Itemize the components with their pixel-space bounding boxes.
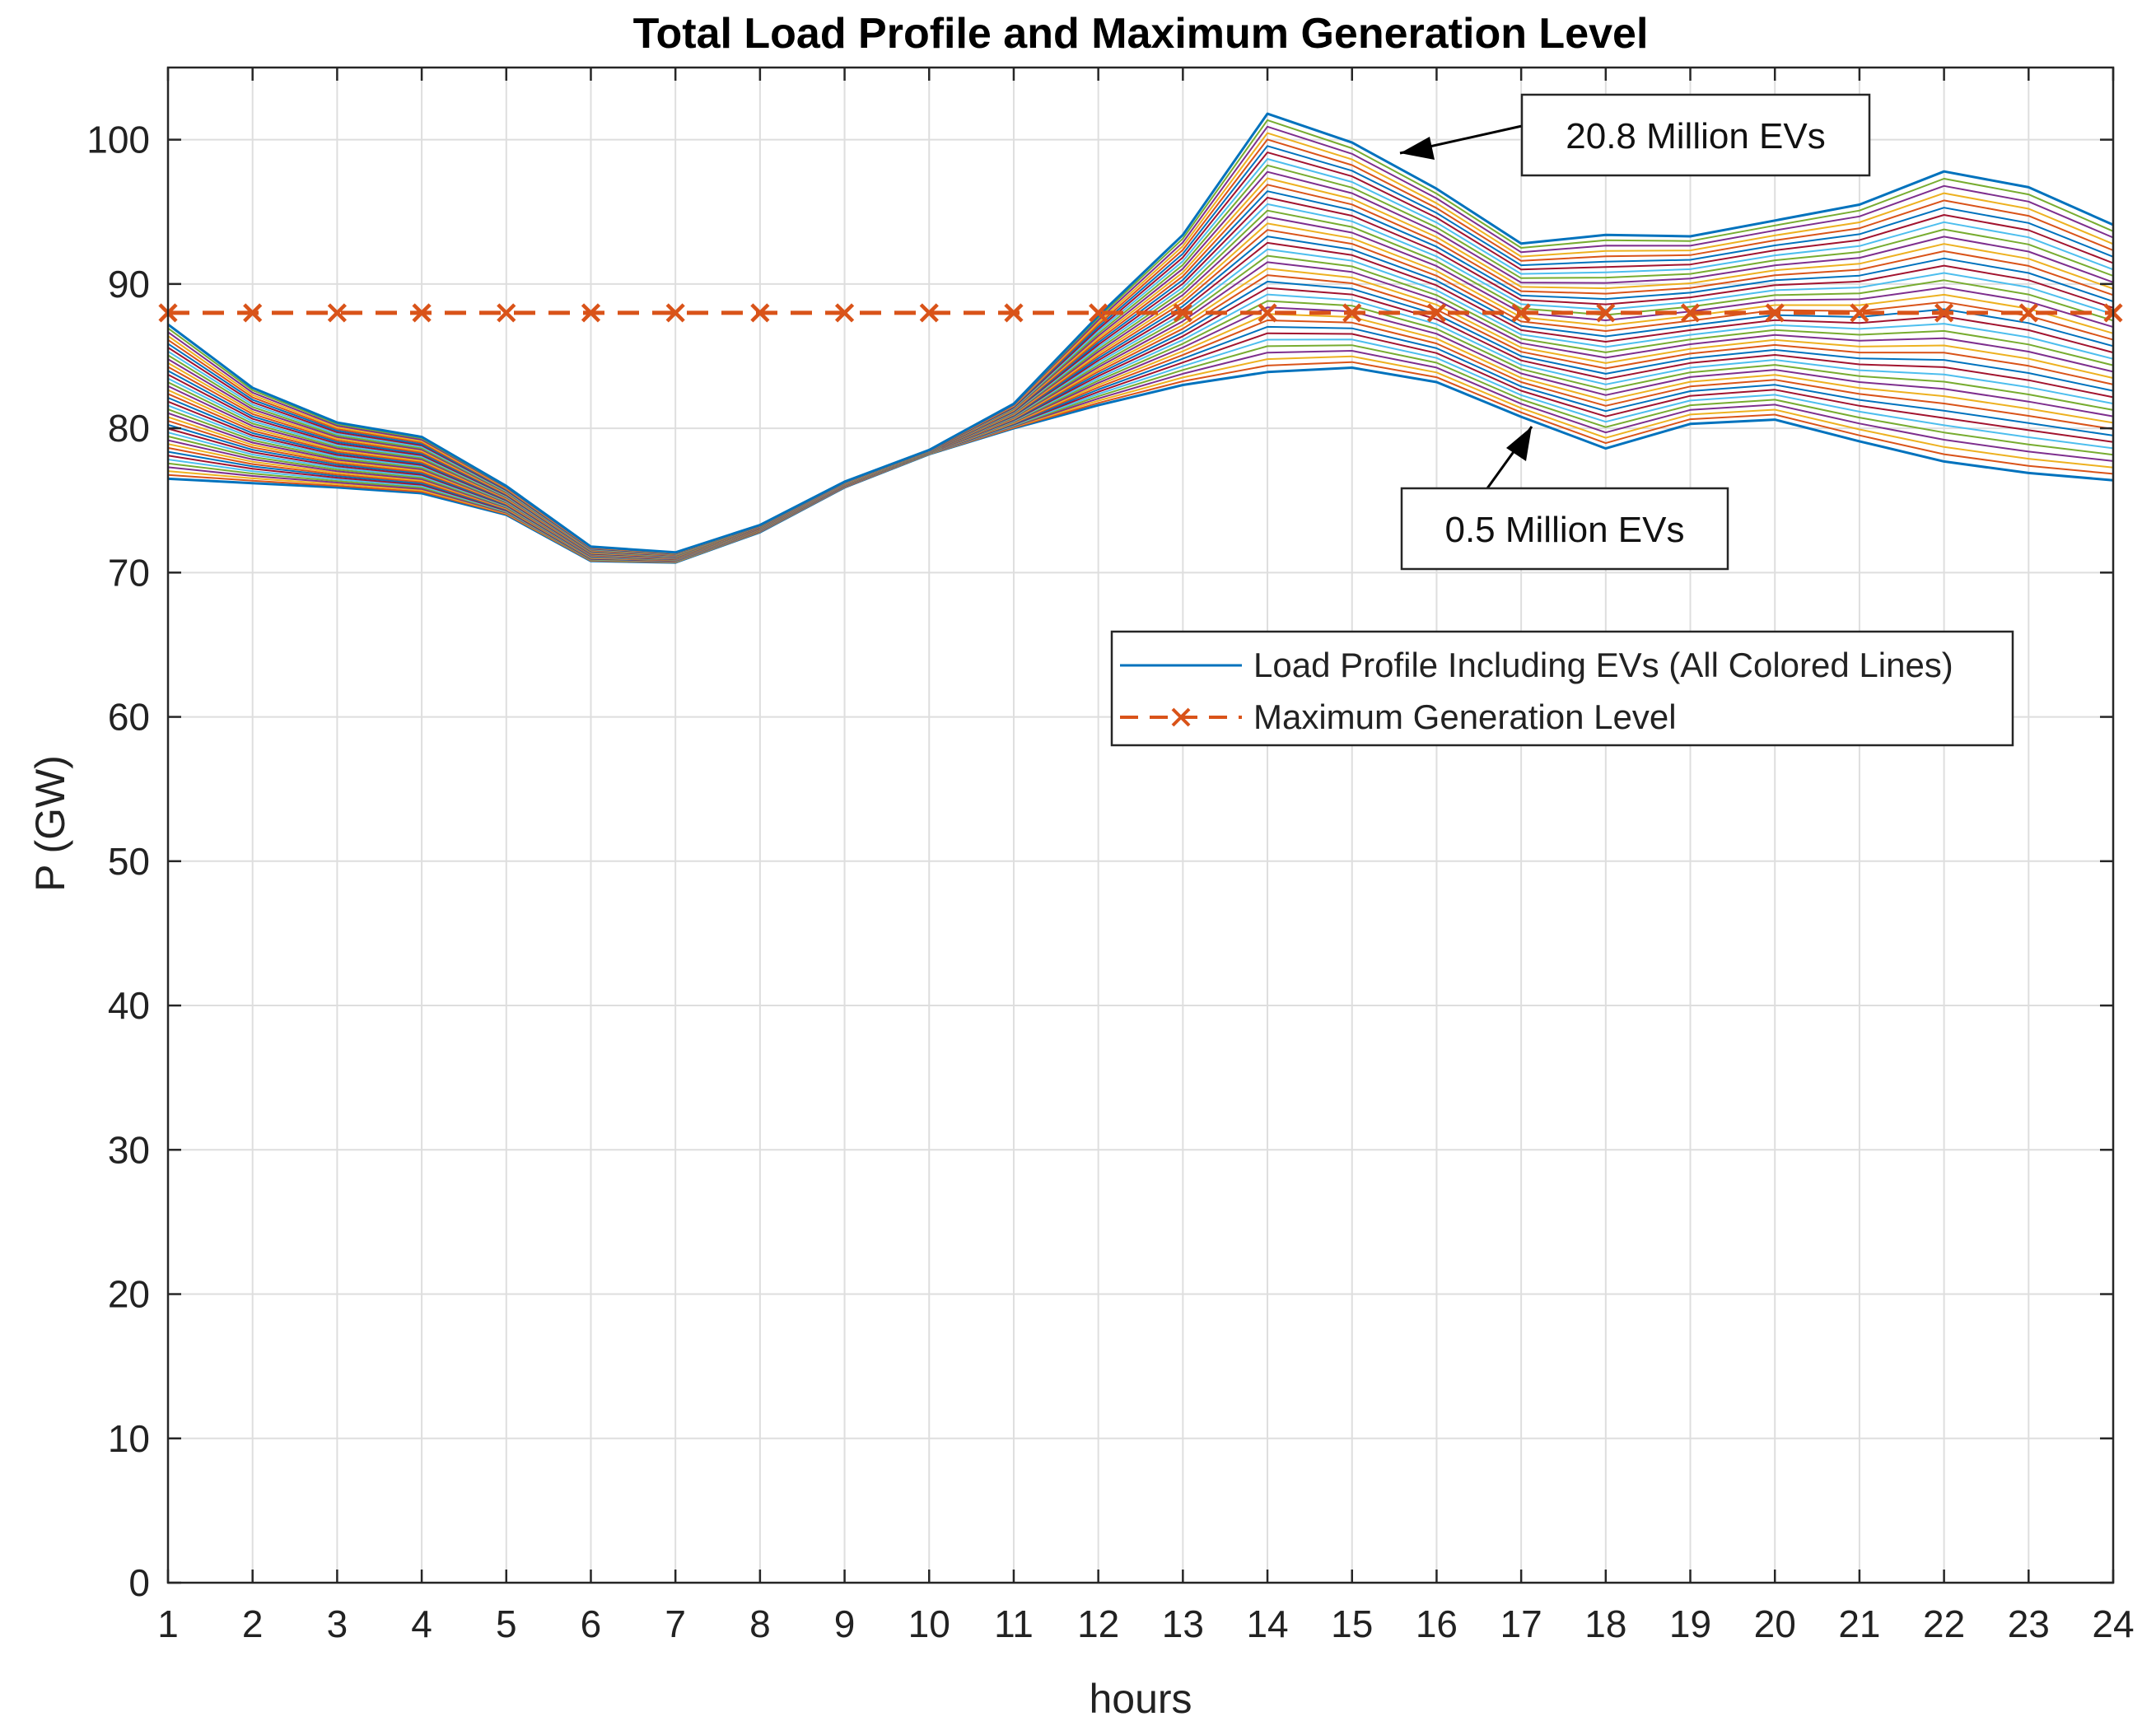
x-tick-label: 11 bbox=[994, 1602, 1034, 1645]
x-tick-label: 20 bbox=[1754, 1602, 1796, 1645]
y-tick-label: 80 bbox=[108, 407, 150, 450]
legend-box bbox=[1110, 630, 2014, 747]
annotation-upper-box bbox=[1520, 93, 1871, 177]
max-generation-marker bbox=[1596, 303, 1616, 323]
x-tick-label: 15 bbox=[1331, 1602, 1373, 1645]
y-tick-label: 60 bbox=[108, 696, 150, 739]
y-tick-label: 20 bbox=[108, 1273, 150, 1316]
max-generation-marker bbox=[834, 303, 855, 323]
y-tick-label: 40 bbox=[108, 984, 150, 1027]
x-tick-label: 23 bbox=[2008, 1602, 2050, 1645]
x-tick-label: 14 bbox=[1246, 1602, 1288, 1645]
max-generation-marker bbox=[1258, 303, 1277, 323]
annotation-lower: 0.5 Million EVs bbox=[1400, 426, 1729, 571]
x-tick-label: 16 bbox=[1416, 1602, 1458, 1645]
x-tick-label: 8 bbox=[749, 1602, 771, 1645]
legend-gen-marker bbox=[1171, 707, 1191, 727]
x-tick-label: 19 bbox=[1669, 1602, 1711, 1645]
x-tick-label: 3 bbox=[327, 1602, 348, 1645]
y-axis-label: P (GW) bbox=[27, 755, 73, 892]
load-profile-line bbox=[167, 112, 2114, 554]
y-tick-label: 30 bbox=[108, 1128, 150, 1171]
max-generation-marker bbox=[1173, 303, 1192, 323]
axis-ticks: 1 2 3 4 5 6 7 8 9 10 11 12 13 14 15 16 17 18 19 20 21 22 23 240… bbox=[86, 68, 2135, 1645]
x-tick-label: 13 bbox=[1162, 1602, 1204, 1645]
max-generation-marker bbox=[327, 303, 347, 323]
load-profile-lines bbox=[167, 112, 2114, 564]
x-axis-label: hours bbox=[1089, 1676, 1192, 1722]
x-tick-label: 21 bbox=[1838, 1602, 1880, 1645]
max-generation-marker bbox=[497, 303, 516, 323]
max-generation-marker bbox=[2018, 303, 2038, 323]
annotation-upper: 20.8 Million EVs bbox=[1399, 93, 1871, 177]
annotation-lower-arrowhead bbox=[1506, 427, 1532, 461]
max-generation-marker bbox=[1934, 303, 1954, 323]
max-generation-marker bbox=[1342, 303, 1362, 323]
max-generation-marker bbox=[1680, 303, 1701, 323]
annotation-upper-arrowhead bbox=[1400, 137, 1435, 160]
y-tick-label: 0 bbox=[128, 1561, 150, 1604]
legend-load-label: Load Profile Including EVs (All Colored … bbox=[1253, 646, 1953, 684]
max-generation-marker bbox=[1426, 303, 1447, 323]
max-generation-marker bbox=[1511, 303, 1531, 323]
x-tick-label: 4 bbox=[411, 1602, 432, 1645]
x-tick-label: 18 bbox=[1584, 1602, 1626, 1645]
max-generation-series bbox=[158, 303, 2123, 323]
x-tick-label: 22 bbox=[1923, 1602, 1965, 1645]
max-generation-marker bbox=[919, 303, 939, 323]
x-tick-label: 6 bbox=[581, 1602, 602, 1645]
annotation-lower-text: 0.5 Million EVs bbox=[1444, 510, 1684, 550]
legend-gen-label: Maximum Generation Level bbox=[1253, 697, 1677, 736]
annotation-upper-text: 20.8 Million EVs bbox=[1566, 116, 1825, 156]
max-generation-marker bbox=[665, 303, 685, 323]
annotation-lower-box bbox=[1400, 487, 1729, 571]
x-tick-label: 2 bbox=[242, 1602, 264, 1645]
max-generation-marker bbox=[412, 303, 432, 323]
max-generation-marker bbox=[1089, 303, 1108, 323]
chart-title: Total Load Profile and Maximum Generatio… bbox=[633, 10, 1649, 58]
x-tick-label: 10 bbox=[908, 1602, 950, 1645]
x-tick-label: 17 bbox=[1500, 1602, 1542, 1645]
max-generation-marker bbox=[1765, 303, 1785, 323]
y-tick-label: 70 bbox=[108, 551, 150, 594]
max-generation-marker bbox=[243, 303, 263, 323]
max-generation-marker bbox=[1004, 303, 1024, 323]
max-generation-marker bbox=[581, 303, 601, 323]
x-tick-label: 24 bbox=[2092, 1602, 2134, 1645]
x-tick-label: 1 bbox=[157, 1602, 179, 1645]
x-tick-label: 12 bbox=[1077, 1602, 1119, 1645]
plot-frame bbox=[166, 66, 2115, 1584]
y-tick-label: 90 bbox=[108, 263, 150, 306]
x-tick-label: 7 bbox=[665, 1602, 686, 1645]
y-tick-label: 100 bbox=[86, 119, 150, 161]
max-generation-marker bbox=[750, 303, 770, 323]
y-tick-label: 50 bbox=[108, 840, 150, 883]
max-generation-marker bbox=[1850, 303, 1869, 323]
x-tick-label: 9 bbox=[834, 1602, 856, 1645]
y-tick-label: 10 bbox=[108, 1417, 150, 1460]
legend: Load Profile Including EVs (All Colored … bbox=[1110, 630, 2014, 747]
x-tick-label: 5 bbox=[496, 1602, 517, 1645]
